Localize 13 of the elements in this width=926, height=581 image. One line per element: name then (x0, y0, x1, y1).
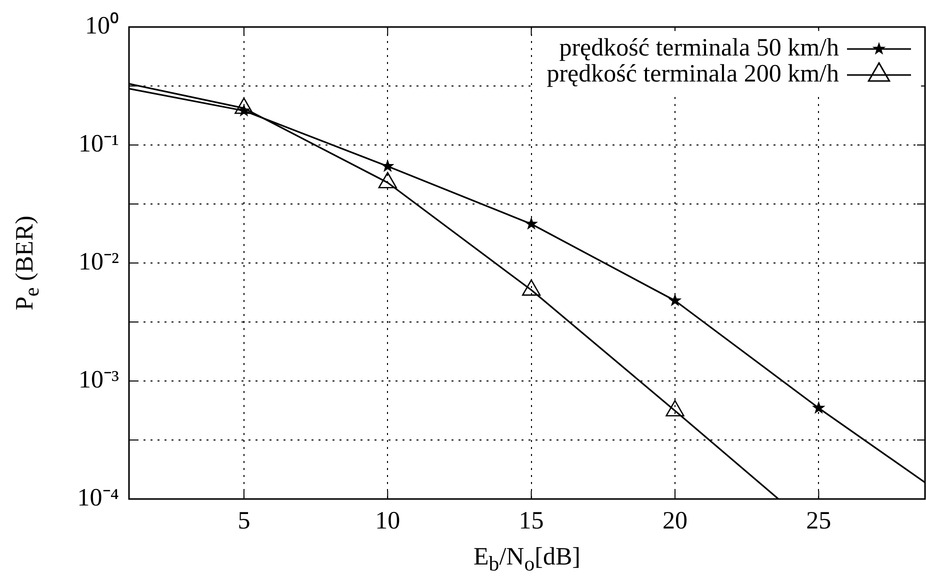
x-tick-label: 10 (375, 508, 400, 535)
x-tick-label: 5 (238, 508, 250, 535)
y-tick-label: 10⁻³ (78, 366, 120, 394)
x-tick-label: 15 (518, 508, 544, 535)
y-tick-label: 10⁰ (85, 12, 119, 40)
y-tick-label: 10⁻⁴ (77, 484, 120, 512)
x-axis-title: E$_{b}$/N$_{o}$[dB] (474, 544, 580, 576)
y-tick-label: 10⁻² (78, 248, 119, 276)
legend-label: prędkość terminala 50 km/h (559, 34, 840, 62)
x-tick-label: 20 (662, 508, 688, 535)
y-tick-label: 10⁻¹ (78, 130, 119, 158)
x-tick-label: 25 (806, 508, 832, 535)
legend-label: prędkość terminala 200 km/h (546, 60, 840, 88)
